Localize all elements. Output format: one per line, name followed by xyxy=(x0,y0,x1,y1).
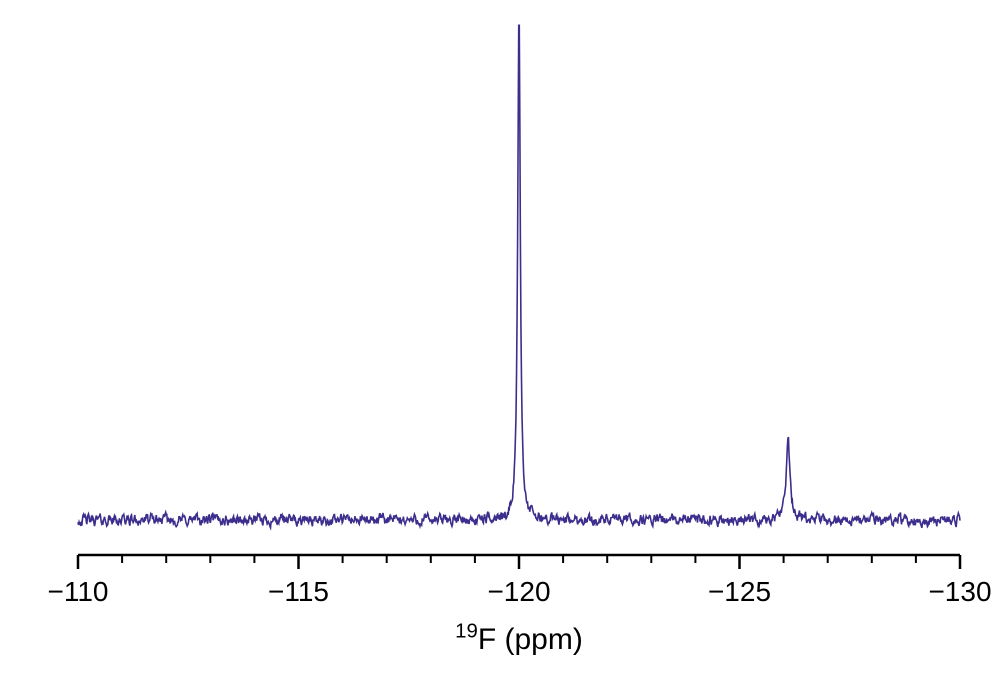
x-tick-label: −120 xyxy=(487,576,550,607)
spectrum-trace xyxy=(78,25,960,528)
x-axis xyxy=(78,555,960,569)
x-tick-label: −110 xyxy=(48,576,109,607)
x-axis-title: 19F (ppm) xyxy=(455,621,583,656)
x-tick-label: −125 xyxy=(708,576,771,607)
x-axis-label: 19F (ppm) xyxy=(455,621,583,656)
x-tick-label: −130 xyxy=(928,576,991,607)
spectrum-path xyxy=(78,25,960,528)
nmr-spectrum-chart: −110 −115 −120 −125 −130 19F (ppm) xyxy=(0,0,993,696)
x-tick-label: −115 xyxy=(268,576,329,607)
x-axis-tick-labels: −110 −115 −120 −125 −130 xyxy=(48,576,992,607)
